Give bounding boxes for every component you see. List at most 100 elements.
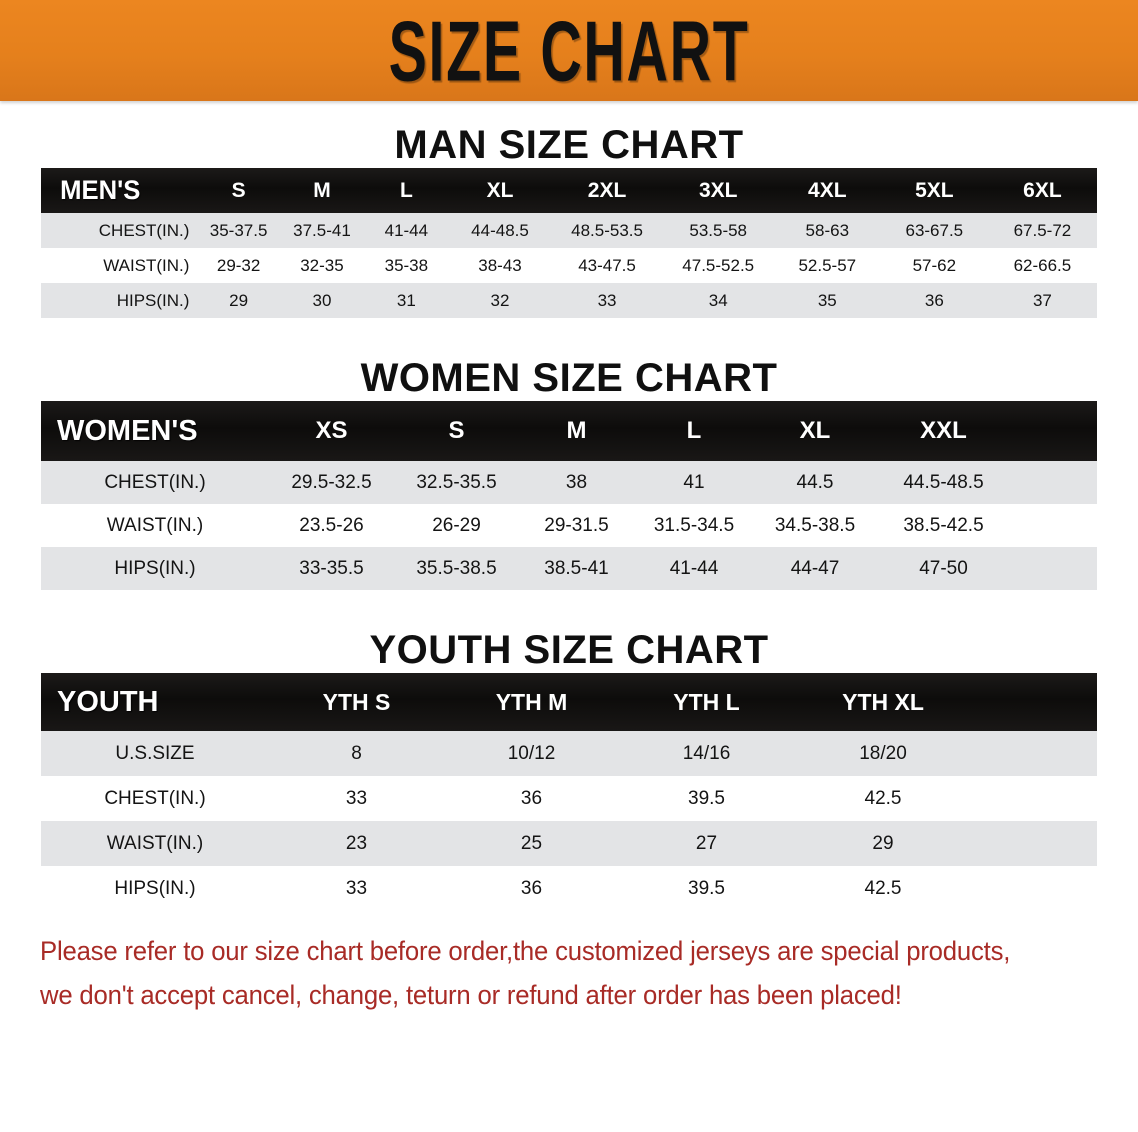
cell-spacer	[972, 866, 1097, 911]
cell: 25	[520, 832, 543, 854]
cell: 33	[345, 787, 368, 809]
cell: 53.5-58	[689, 220, 748, 240]
table-row: CHEST(IN.) 33 36 39.5 42.5	[41, 776, 1097, 821]
youth-size-table: YOUTH YTH S YTH M YTH L YTH XL U.S.SIZE …	[41, 673, 1097, 911]
cell: 47-50	[919, 557, 968, 579]
man-col-header-2xl: 2XL	[587, 178, 627, 202]
cell: 34	[708, 290, 728, 310]
man-row-label-hips: HIPS(IN.)	[116, 290, 190, 310]
women-row-label-waist: WAIST(IN.)	[106, 514, 204, 536]
cell: 43-47.5	[578, 255, 636, 275]
women-col-header-s: S	[448, 417, 465, 444]
table-row: WAIST(IN.) 23.5-26 26-29 29-31.5 31.5-34…	[41, 504, 1097, 547]
women-chart-wrapper: WOMEN'S XS S M L XL XXL CHEST(IN.) 29.5-…	[41, 401, 1097, 590]
table-row: WAIST(IN.) 29-32 32-35 35-38 38-43 43-47…	[41, 248, 1097, 283]
cell: 57-62	[912, 255, 957, 275]
cell: 38	[565, 471, 588, 493]
cell: 26-29	[432, 514, 481, 536]
cell: 34.5-38.5	[774, 514, 856, 536]
youth-row-label-chest: CHEST(IN.)	[104, 787, 206, 809]
cell: 10/12	[507, 742, 556, 764]
cell: 32-35	[300, 255, 344, 275]
cell-spacer	[1011, 461, 1097, 504]
cell: 42.5	[864, 787, 902, 809]
cell: 35.5-38.5	[416, 557, 497, 579]
youth-col-header-spacer	[972, 673, 1097, 731]
cell: 8	[351, 742, 362, 764]
cell: 33	[345, 877, 368, 899]
man-col-header-5xl: 5XL	[915, 178, 954, 202]
youth-col-header-m: YTH M	[495, 688, 568, 715]
women-row-label-hips: HIPS(IN.)	[114, 557, 196, 579]
cell: 47.5-52.5	[682, 255, 755, 275]
man-table-header-row: MEN'S S M L XL 2XL 3XL 4XL 5XL 6XL	[41, 168, 1097, 213]
cell: 38-43	[478, 255, 522, 275]
table-row: CHEST(IN.) 35-37.5 37.5-41 41-44 44-48.5…	[41, 213, 1097, 248]
man-row-label-waist: WAIST(IN.)	[103, 255, 190, 275]
youth-corner-label: YOUTH	[57, 685, 159, 718]
cell: 37	[1032, 290, 1052, 310]
cell: 48.5-53.5	[571, 220, 643, 240]
cell: 33	[597, 290, 617, 310]
cell: 58-63	[805, 220, 850, 240]
women-col-header-l: L	[686, 417, 702, 444]
cell: 29-32	[216, 255, 261, 275]
page-title: SIZE CHART	[388, 2, 750, 99]
cell: 42.5	[864, 877, 902, 899]
youth-section-title: YOUTH SIZE CHART	[369, 628, 769, 672]
women-col-header-xl: XL	[799, 417, 831, 444]
youth-row-label-hips: HIPS(IN.)	[114, 877, 196, 899]
cell: 27	[695, 832, 718, 854]
cell-spacer	[1011, 547, 1097, 590]
youth-row-label-waist: WAIST(IN.)	[106, 832, 204, 854]
table-row: HIPS(IN.) 29 30 31 32 33 34 35 36 37	[41, 283, 1097, 318]
youth-chart-wrapper: YOUTH YTH S YTH M YTH L YTH XL U.S.SIZE …	[41, 673, 1097, 911]
youth-row-label-us-size: U.S.SIZE	[115, 742, 195, 764]
man-col-header-6xl: 6XL	[1023, 178, 1062, 202]
cell: 29	[872, 832, 894, 854]
women-row-label-chest: CHEST(IN.)	[104, 471, 206, 493]
women-table-header-row: WOMEN'S XS S M L XL XXL	[41, 401, 1097, 461]
cell: 38.5-42.5	[903, 514, 984, 536]
cell: 36	[520, 877, 543, 899]
cell: 14/16	[682, 742, 731, 764]
cell-spacer	[972, 731, 1097, 776]
cell: 23.5-26	[299, 514, 364, 536]
cell: 62-66.5	[1013, 255, 1072, 275]
cell: 36	[924, 290, 944, 310]
women-col-header-xs: XS	[315, 417, 348, 444]
cell: 31.5-34.5	[653, 514, 735, 536]
youth-col-header-l: YTH L	[673, 688, 740, 715]
cell: 32.5-35.5	[416, 471, 497, 493]
cell: 67.5-72	[1013, 220, 1072, 240]
man-section-title: MAN SIZE CHART	[394, 123, 744, 167]
cell-spacer	[972, 821, 1097, 866]
cell: 18/20	[859, 742, 907, 764]
youth-col-header-xl: YTH XL	[842, 688, 924, 715]
cell: 32	[490, 290, 510, 310]
cell: 30	[312, 290, 332, 310]
table-row: HIPS(IN.) 33 36 39.5 42.5	[41, 866, 1097, 911]
women-col-header-spacer	[1011, 401, 1097, 461]
man-row-label-chest: CHEST(IN.)	[98, 220, 190, 240]
cell: 35-37.5	[209, 220, 268, 240]
youth-col-header-s: YTH S	[322, 688, 391, 715]
cell: 39.5	[688, 787, 725, 809]
cell-spacer	[972, 776, 1097, 821]
man-chart-wrapper: MEN'S S M L XL 2XL 3XL 4XL 5XL 6XL CHEST…	[41, 168, 1097, 318]
youth-table-header-row: YOUTH YTH S YTH M YTH L YTH XL	[41, 673, 1097, 731]
page-banner: SIZE CHART	[0, 0, 1138, 101]
table-row: U.S.SIZE 8 10/12 14/16 18/20	[41, 731, 1097, 776]
cell: 29.5-32.5	[291, 471, 372, 493]
cell-spacer	[1011, 504, 1097, 547]
cell: 36	[520, 787, 543, 809]
man-corner-label: MEN'S	[60, 175, 141, 205]
man-col-header-3xl: 3XL	[698, 178, 738, 202]
cell: 41	[683, 471, 705, 493]
cell: 37.5-41	[293, 220, 351, 240]
cell: 23	[345, 832, 368, 854]
cell: 29-31.5	[544, 514, 609, 536]
man-col-header-l: L	[399, 178, 413, 202]
cell: 33-35.5	[299, 557, 364, 579]
cell: 41-44	[384, 220, 429, 240]
